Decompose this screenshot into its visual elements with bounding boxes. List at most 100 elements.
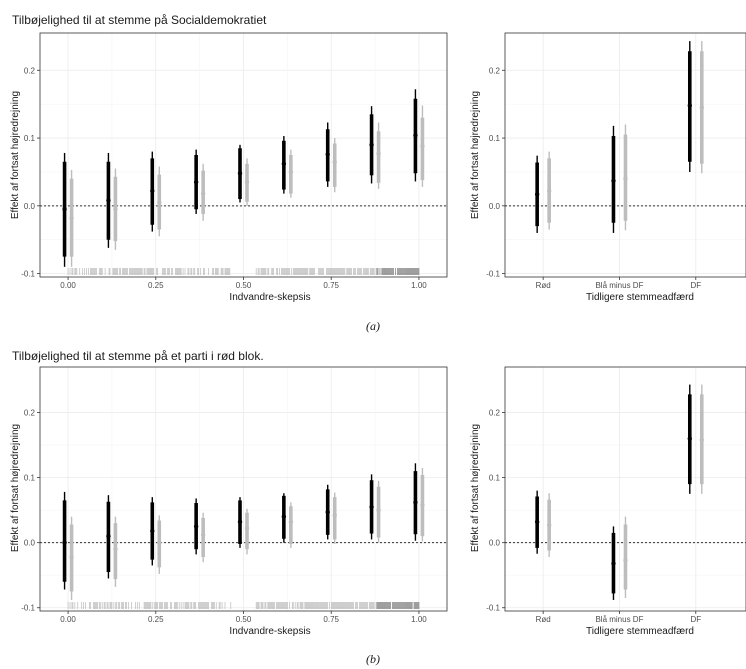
x-tick-label: 0.25 xyxy=(148,615,164,624)
x-tick-label: Blå minus DF xyxy=(595,281,643,290)
point-estimate xyxy=(106,198,111,203)
point-estimate xyxy=(623,176,628,181)
point-estimate xyxy=(150,188,155,194)
y-axis-label-b-left: Effekt af fortsat højredrejning xyxy=(10,424,21,552)
x-tick-label: 0.50 xyxy=(236,281,252,290)
point-estimate xyxy=(687,103,692,108)
point-estimate xyxy=(413,500,418,505)
point-estimate xyxy=(413,133,418,138)
caption-b: (b) xyxy=(366,652,380,666)
y-axis-label-b-right: Effekt af fortsat højredrejning xyxy=(470,424,481,552)
y-tick-label: 0.1 xyxy=(489,474,501,483)
point-estimate xyxy=(69,554,74,560)
point-estimate xyxy=(150,528,155,534)
chart-title-a: Tilbøjelighed til at stemme på Socialdem… xyxy=(12,13,267,27)
x-tick-label: 0.25 xyxy=(148,281,164,290)
point-estimate xyxy=(157,200,162,205)
chart-title-b: Tilbøjelighed til at stemme på et parti … xyxy=(12,349,264,363)
point-estimate xyxy=(534,519,540,525)
point-estimate xyxy=(288,519,294,525)
x-tick-label: Rød xyxy=(536,615,551,624)
point-estimate xyxy=(193,179,199,185)
y-tick-label: -0.1 xyxy=(21,270,35,279)
point-estimate xyxy=(237,171,243,176)
point-estimate xyxy=(687,436,692,441)
y-tick-label: 0.2 xyxy=(489,66,501,75)
plot-a-left: -0.1 0.0 0.1 0.2 0.00 0.25 0.50 0.75 1.00 xyxy=(21,32,448,290)
y-axis-label-a-right: Effekt af fortsat højredrejning xyxy=(470,91,481,219)
point-estimate xyxy=(106,533,111,539)
x-axis-label-b-left: Indvandre-skepsis xyxy=(229,626,310,637)
point-estimate xyxy=(288,169,294,175)
y-tick-label: 0.2 xyxy=(489,409,501,418)
point-estimate xyxy=(200,532,206,538)
x-tick-label: 0.75 xyxy=(323,281,339,290)
point-estimate xyxy=(113,546,118,552)
panel-b-left: Tilbøjelighed til at stemme på et parti … xyxy=(10,349,448,637)
x-tick-label: 1.00 xyxy=(411,615,427,624)
x-tick-label: 0.50 xyxy=(236,615,252,624)
point-estimate xyxy=(193,524,199,529)
point-estimate xyxy=(69,215,74,221)
y-tick-label: 0.0 xyxy=(489,539,501,548)
point-estimate xyxy=(244,179,250,185)
point-estimate xyxy=(546,522,552,528)
plot-a-right: -0.1 0.0 0.1 0.2 Rød Blå minus DF DF xyxy=(486,32,746,290)
point-estimate xyxy=(611,561,616,566)
plot-b-left: -0.1 0.0 0.1 0.2 0.00 0.25 0.50 0.75 1.00 xyxy=(21,366,448,624)
y-tick-label: -0.1 xyxy=(486,270,500,279)
point-estimate xyxy=(623,558,628,563)
caption-a: (a) xyxy=(366,319,380,333)
point-estimate xyxy=(281,514,287,519)
x-tick-label: DF xyxy=(690,615,701,624)
panel-a-right: -0.1 0.0 0.1 0.2 Rød Blå minus DF DF Tidligere… xyxy=(470,32,746,303)
point-estimate xyxy=(113,207,118,212)
y-tick-label: 0.0 xyxy=(24,202,36,211)
point-estimate xyxy=(376,151,381,156)
x-tick-label: DF xyxy=(690,281,701,290)
point-estimate xyxy=(244,526,250,531)
panel-a-left: Tilbøjelighed til at stemme på Socialdem… xyxy=(10,13,448,303)
y-tick-label: 0.1 xyxy=(489,134,501,143)
y-axis-label-a-left: Effekt af fortsat højredrejning xyxy=(10,91,21,219)
y-tick-label: 0.1 xyxy=(24,474,36,483)
point-estimate xyxy=(369,142,374,148)
point-estimate xyxy=(699,105,704,110)
point-estimate xyxy=(376,507,381,513)
point-estimate xyxy=(62,540,67,545)
point-estimate xyxy=(332,159,337,164)
point-estimate xyxy=(157,540,162,545)
point-estimate xyxy=(332,513,337,518)
x-tick-label: Rød xyxy=(536,281,551,290)
point-estimate xyxy=(325,152,330,157)
point-estimate xyxy=(62,207,67,212)
y-tick-label: 0.0 xyxy=(489,202,501,211)
x-tick-label: 0.00 xyxy=(60,615,76,624)
y-tick-label: 0.1 xyxy=(24,134,36,143)
point-estimate xyxy=(699,437,704,443)
plot-b-right: -0.1 0.0 0.1 0.2 Rød Blå minus DF DF xyxy=(486,366,746,624)
plot-frame xyxy=(504,366,746,612)
x-tick-label: 1.00 xyxy=(411,281,427,290)
point-estimate xyxy=(369,504,374,510)
x-tick-label: 0.75 xyxy=(323,615,339,624)
point-estimate xyxy=(611,178,616,183)
x-axis-label-a-right: Tidligere stemmeadfærd xyxy=(586,292,694,303)
point-estimate xyxy=(237,519,243,525)
y-tick-label: 0.2 xyxy=(24,66,36,75)
point-estimate xyxy=(546,188,552,194)
x-tick-label: Blå minus DF xyxy=(595,615,643,624)
point-estimate xyxy=(420,502,425,508)
x-tick-label: 0.00 xyxy=(60,281,76,290)
y-tick-label: -0.1 xyxy=(21,604,35,613)
y-tick-label: 0.0 xyxy=(24,539,36,548)
x-axis-label-a-left: Indvandre-skepsis xyxy=(229,292,310,303)
panel-b-right: -0.1 0.0 0.1 0.2 Rød Blå minus DF DF Tidligere… xyxy=(470,366,746,637)
y-tick-label: 0.2 xyxy=(24,409,36,418)
point-estimate xyxy=(200,191,206,196)
y-tick-label: -0.1 xyxy=(486,604,500,613)
point-estimate xyxy=(534,192,540,197)
plot-frame xyxy=(504,32,746,278)
point-estimate xyxy=(420,143,425,149)
